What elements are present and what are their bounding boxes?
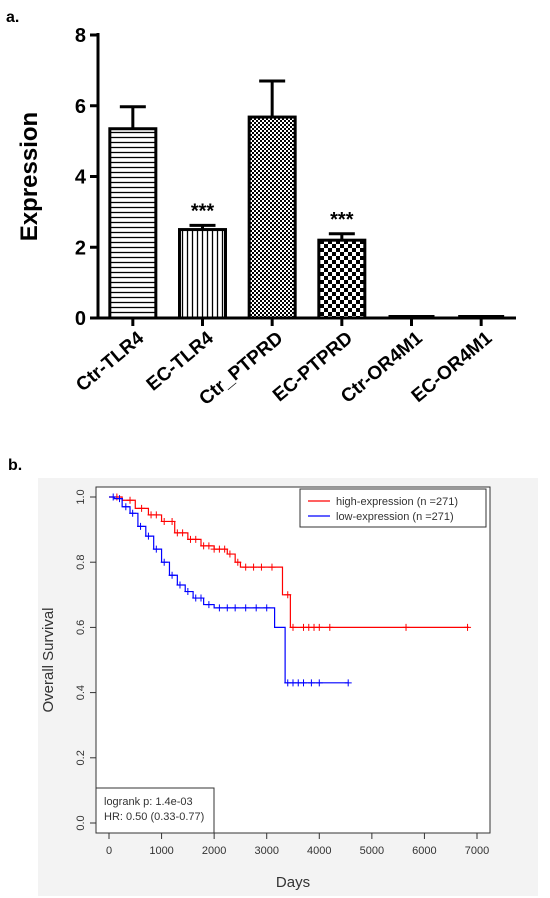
censor-mark [268, 563, 276, 571]
stats-box [95, 787, 215, 834]
censor-mark [179, 529, 187, 537]
bar [247, 115, 297, 320]
x-tick-label: 2000 [202, 845, 226, 857]
censor-mark [138, 504, 146, 512]
censor-mark [215, 604, 223, 612]
panel-label-a: a. [6, 9, 19, 26]
censor-mark [250, 563, 258, 571]
legend-box [299, 488, 487, 528]
bar-chart: 02468ExpressionCtr-TLR4***EC-TLR4Ctr_PTP… [16, 25, 516, 410]
censor-mark [315, 679, 323, 687]
censor-mark [326, 623, 334, 631]
censor-mark [122, 503, 130, 511]
censor-mark [160, 558, 168, 566]
x-tick-label: 4000 [307, 845, 331, 857]
y-tick-label: 0.2 [75, 750, 87, 765]
censor-mark [184, 588, 192, 596]
bar [178, 228, 227, 320]
censor-mark [197, 594, 205, 602]
y-axis-label: Overall Survival [40, 607, 57, 712]
censor-mark [144, 532, 152, 540]
legend-label: high-expression (n =271) [336, 496, 458, 508]
censor-mark [109, 493, 117, 501]
x-tick-label: Ctr-TLR4 [72, 327, 148, 396]
censor-mark [242, 604, 250, 612]
censor-mark [176, 581, 184, 589]
censor-mark [257, 563, 265, 571]
significance-label: *** [191, 200, 215, 222]
censor-mark [223, 604, 231, 612]
censor-mark [402, 623, 410, 631]
censor-mark [116, 495, 124, 503]
stats-line: logrank p: 1.4e-03 [104, 796, 193, 808]
censor-mark [307, 679, 315, 687]
censor-mark [126, 496, 134, 504]
censor-mark [263, 604, 271, 612]
x-axis-label: Days [276, 874, 310, 891]
stats-line: HR: 0.50 (0.33-0.77) [104, 811, 204, 823]
censor-mark [152, 511, 160, 519]
y-axis-label: Expression [16, 112, 43, 241]
bar [317, 238, 367, 320]
censor-mark [231, 604, 239, 612]
censor-mark [137, 522, 145, 530]
censor-mark [205, 542, 213, 550]
significance-label: *** [330, 209, 354, 231]
censor-mark [221, 545, 229, 553]
y-tick-label: 8 [75, 25, 86, 47]
censor-mark [464, 623, 472, 631]
censor-mark [205, 601, 213, 609]
y-tick-label: 0.4 [75, 685, 87, 700]
censor-mark [284, 591, 292, 599]
censor-mark [234, 558, 242, 566]
censor-mark [152, 545, 160, 553]
y-tick-label: 0 [75, 308, 86, 330]
censor-mark [226, 550, 234, 558]
x-tick-label: 0 [106, 845, 112, 857]
censor-mark [192, 535, 200, 543]
censor-mark [242, 563, 250, 571]
censor-mark [168, 571, 176, 579]
legend-label: low-expression (n =271) [336, 511, 454, 523]
censor-mark [168, 517, 176, 525]
censor-mark [344, 679, 352, 687]
y-tick-label: 0.0 [75, 815, 87, 830]
censor-mark [315, 623, 323, 631]
x-tick-label: 6000 [412, 845, 436, 857]
censor-mark [300, 679, 308, 687]
y-tick-label: 0.6 [75, 620, 87, 635]
y-tick-label: 0.8 [75, 555, 87, 570]
censor-mark [252, 604, 260, 612]
survival-chart: 0 1000 2000 3000 4000 5000 6000 7000 0.0 0.2 0.4 0.… [40, 486, 491, 891]
x-tick-label: 3000 [254, 845, 278, 857]
x-tick-label: 5000 [360, 845, 384, 857]
y-tick-label: 6 [75, 96, 86, 118]
x-tick-label: 1000 [149, 845, 173, 857]
y-tick-label: 4 [75, 167, 87, 189]
panel-label-b: b. [8, 457, 22, 474]
bar [108, 127, 158, 320]
censor-mark [160, 517, 168, 525]
censor-mark [289, 623, 297, 631]
y-tick-label: 2 [75, 237, 86, 259]
plot-area [95, 486, 491, 834]
y-tick-label: 1.0 [75, 489, 87, 504]
censor-mark [129, 509, 137, 517]
x-tick-label: 7000 [465, 845, 489, 857]
